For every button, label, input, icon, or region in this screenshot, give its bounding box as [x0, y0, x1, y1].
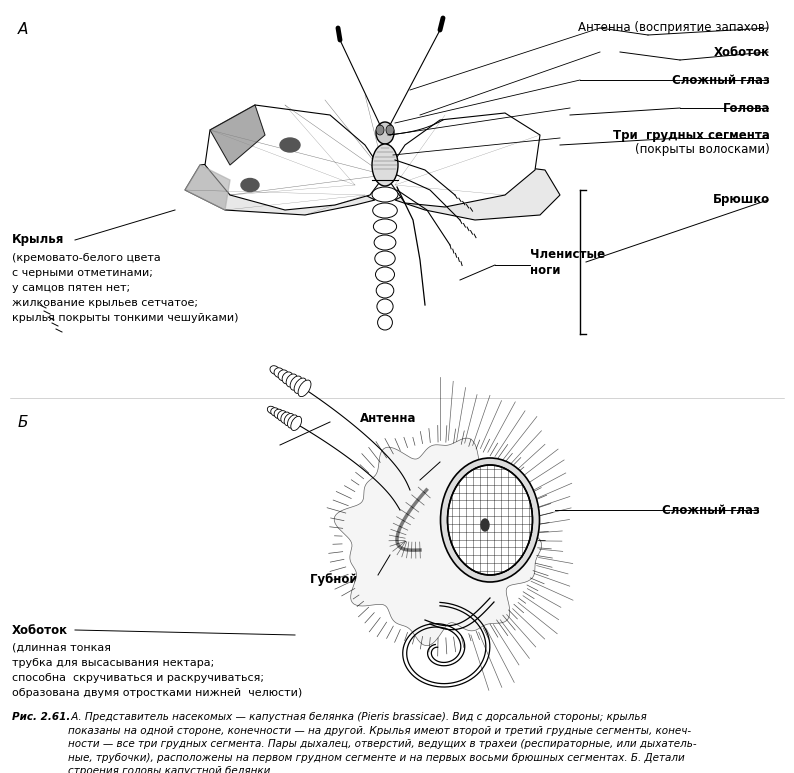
Text: (длинная тонкая: (длинная тонкая — [12, 643, 111, 653]
Ellipse shape — [282, 372, 293, 383]
Ellipse shape — [274, 368, 284, 377]
Text: Рис. 2.61.: Рис. 2.61. — [12, 712, 71, 722]
Ellipse shape — [481, 519, 489, 531]
Ellipse shape — [287, 415, 298, 428]
Ellipse shape — [294, 378, 306, 393]
Text: трубка для высасывания нектара;: трубка для высасывания нектара; — [12, 658, 214, 668]
Text: Губной щупик: Губной щупик — [310, 574, 407, 587]
Ellipse shape — [448, 465, 533, 575]
Text: у самцов пятен нет;: у самцов пятен нет; — [12, 283, 130, 293]
Ellipse shape — [376, 125, 384, 135]
Ellipse shape — [241, 179, 259, 192]
Polygon shape — [205, 105, 385, 210]
Text: А. Представитель насекомых — капустная белянка (Pieris brassicae). Вид с дорсаль: А. Представитель насекомых — капустная б… — [68, 712, 696, 773]
Text: образована двумя отростками нижней  челюсти): образована двумя отростками нижней челюс… — [12, 688, 303, 698]
Ellipse shape — [281, 412, 291, 424]
Ellipse shape — [372, 187, 398, 202]
Text: Хоботок: Хоботок — [714, 46, 770, 59]
Ellipse shape — [373, 219, 396, 234]
Text: Голова: Голова — [431, 448, 479, 461]
Ellipse shape — [372, 203, 397, 218]
Ellipse shape — [378, 315, 392, 330]
Text: с черными отметинами;: с черными отметинами; — [12, 268, 153, 278]
Ellipse shape — [271, 407, 279, 416]
Ellipse shape — [441, 458, 539, 582]
Ellipse shape — [375, 251, 395, 266]
Text: способна  скручиваться и раскручиваться;: способна скручиваться и раскручиваться; — [12, 673, 264, 683]
Ellipse shape — [270, 366, 279, 374]
Polygon shape — [395, 165, 560, 220]
Ellipse shape — [290, 376, 302, 390]
Text: ноги: ноги — [530, 264, 561, 277]
Text: Сложный глаз: Сложный глаз — [673, 73, 770, 87]
Ellipse shape — [274, 409, 283, 418]
Polygon shape — [185, 165, 230, 210]
Ellipse shape — [376, 283, 394, 298]
Ellipse shape — [280, 138, 300, 152]
Ellipse shape — [376, 122, 394, 144]
Ellipse shape — [278, 369, 288, 380]
Text: жилкование крыльев сетчатое;: жилкование крыльев сетчатое; — [12, 298, 198, 308]
Ellipse shape — [286, 374, 298, 387]
Text: (кремовато-белого цвета: (кремовато-белого цвета — [12, 253, 160, 263]
Text: Голова: Голова — [723, 101, 770, 114]
Ellipse shape — [298, 380, 311, 397]
Polygon shape — [210, 105, 265, 165]
Text: Сложный глаз: Сложный глаз — [662, 503, 760, 516]
Text: Б: Б — [18, 415, 29, 430]
Polygon shape — [185, 160, 375, 215]
Text: Членистые: Членистые — [530, 248, 605, 261]
Polygon shape — [334, 438, 542, 645]
Ellipse shape — [377, 299, 393, 314]
Text: (покрыты волосками): (покрыты волосками) — [635, 144, 770, 156]
Ellipse shape — [291, 417, 302, 431]
Ellipse shape — [284, 414, 295, 426]
Text: Брюшко: Брюшко — [713, 193, 770, 206]
Ellipse shape — [277, 410, 287, 421]
Text: Крылья: Крылья — [12, 233, 64, 247]
Text: А: А — [18, 22, 29, 37]
Text: крылья покрыты тонкими чешуйками): крылья покрыты тонкими чешуйками) — [12, 313, 238, 323]
Ellipse shape — [386, 125, 394, 135]
Text: Хоботок: Хоботок — [12, 624, 68, 636]
Text: Антенна: Антенна — [360, 411, 416, 424]
Text: Антенна (восприятие запахов): Антенна (восприятие запахов) — [579, 22, 770, 35]
Ellipse shape — [268, 407, 276, 414]
Text: Три  грудных сегмента: Три грудных сегмента — [613, 128, 770, 141]
Ellipse shape — [374, 235, 396, 250]
Ellipse shape — [372, 144, 398, 186]
Polygon shape — [385, 113, 540, 207]
Ellipse shape — [376, 267, 395, 282]
